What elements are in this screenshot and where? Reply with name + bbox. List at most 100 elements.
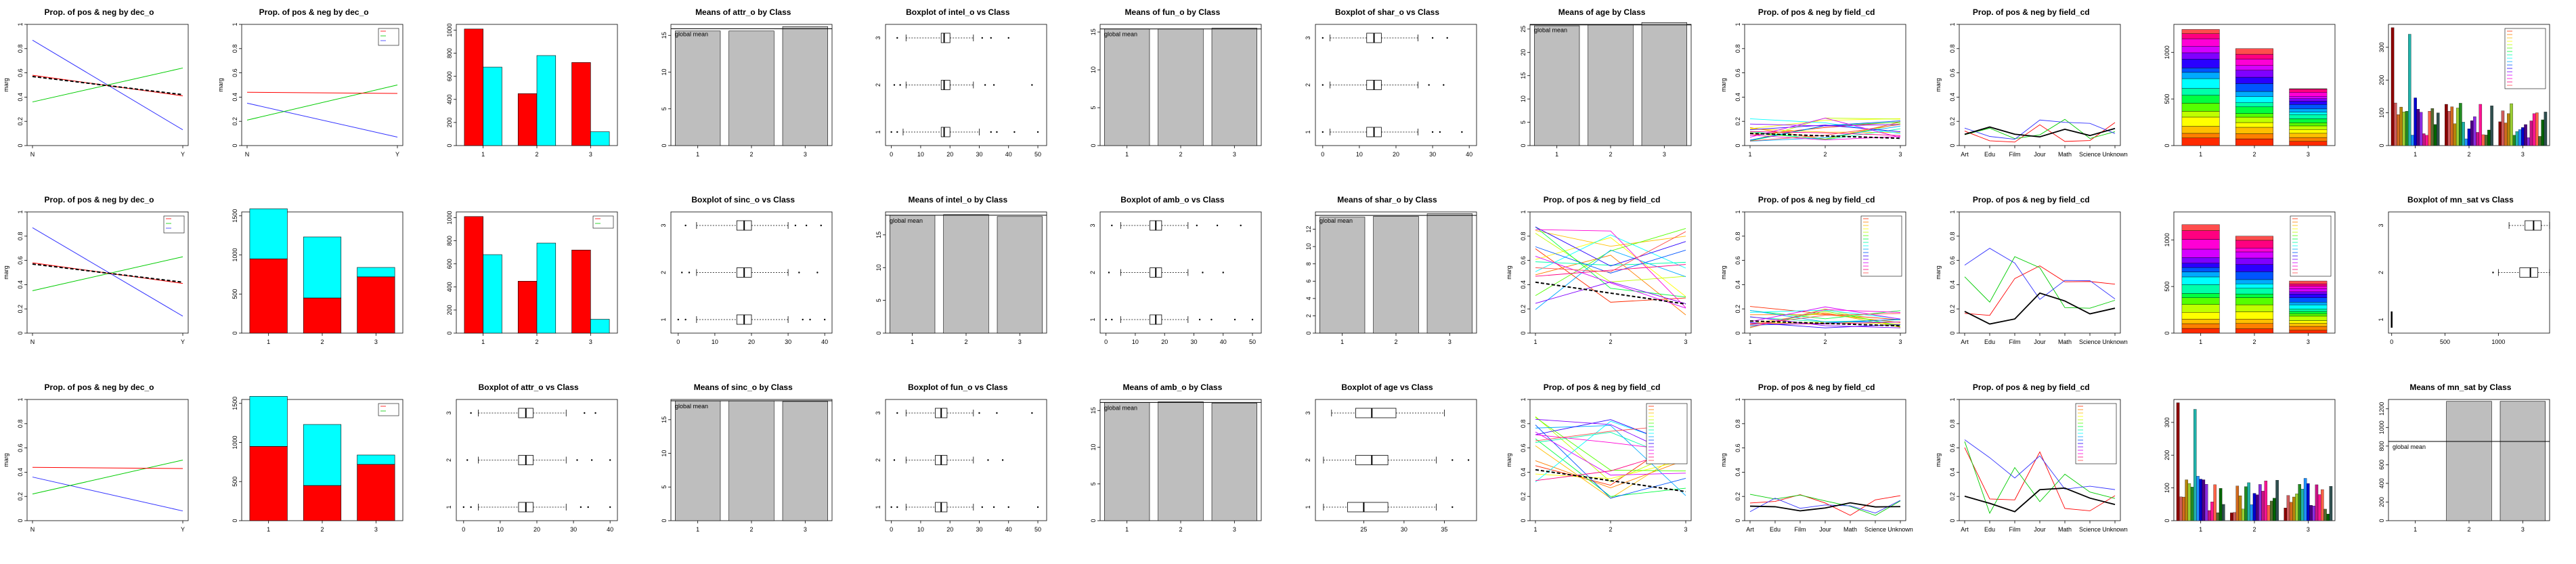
y-tick-label: 0.4 [17, 468, 24, 477]
outlier [576, 459, 578, 461]
y-tick-label: 0 [17, 331, 24, 334]
outlier [806, 224, 808, 227]
plot-frame [1959, 24, 2121, 146]
y-tick-label: 6 [1305, 280, 1312, 283]
series-line [1749, 494, 1900, 516]
series-line [1749, 306, 1900, 320]
y-tick-label: 0.6 [1734, 256, 1741, 265]
bar-segment [2181, 284, 2220, 294]
bar-segment [2289, 294, 2328, 298]
chart-panel: Means of age by Class 0 5 10 15 20 25 global me… [1503, 0, 1701, 188]
chart-title: Prop. of pos & neg by field_cd [1543, 383, 1661, 392]
mean-bar [1319, 217, 1365, 334]
bar-segment [2235, 122, 2273, 128]
chart-panel: 0 500 1000 1500 1 2 3 [215, 188, 413, 375]
bar [2312, 506, 2315, 521]
bar-segment [2235, 323, 2273, 329]
x-tick-label: 20 [947, 526, 954, 533]
x-tick-label: 40 [607, 526, 613, 533]
outlier [1431, 37, 1433, 39]
series-line [32, 467, 183, 469]
mean-bar [997, 216, 1043, 334]
chart-svg: 0 0.2 0.4 0.6 0.8 1 marg N Y [217, 22, 403, 158]
bar-segment [2289, 286, 2328, 289]
chart-panel: Boxplot of mn_sat vs Class 1 2 3 0 500 1000 [2361, 188, 2560, 375]
legend [2504, 28, 2546, 89]
y-tick-label: 1 [17, 210, 24, 213]
bar [2445, 104, 2448, 146]
series-line [1535, 256, 1686, 309]
x-tick-label: 30 [570, 526, 577, 533]
outlier [820, 224, 823, 227]
x-tick-label: 10 [917, 151, 924, 158]
series-line [1535, 231, 1686, 272]
x-tick-label: 1000 [2491, 339, 2505, 345]
bar-segment [2289, 316, 2328, 321]
bar-segment [2235, 138, 2273, 146]
series-line [1749, 125, 1900, 142]
y-tick-label: 600 [446, 71, 453, 81]
mean-bar [1212, 403, 1258, 521]
x-tick-label: N [30, 339, 35, 345]
x-tick-label: Math [2058, 151, 2072, 158]
y-axis-label: marg [3, 265, 9, 280]
bar [2436, 112, 2440, 146]
chart-title: Prop. of pos & neg by field_cd [1758, 195, 1875, 204]
bar [2506, 113, 2510, 146]
outlier [1451, 459, 1453, 461]
x-tick-label: 50 [1034, 526, 1041, 533]
bar-segment [2181, 52, 2220, 60]
global-mean-label: global mean [1319, 217, 1353, 224]
x-tick-label: Film [2009, 151, 2020, 158]
bar [2419, 112, 2423, 146]
chart-panel: Boxplot of fun_o vs Class 1 2 3 0 10 20 30 40 50 [858, 375, 1057, 563]
outlier [978, 412, 981, 414]
y-tick-label: 0.8 [232, 45, 238, 53]
chart-panel: 0 100 200 300 1 2 3 [2147, 375, 2345, 563]
bar [2414, 97, 2417, 146]
bar-segment [2235, 319, 2273, 324]
bar [2255, 494, 2259, 521]
y-tick-label: 0.2 [1949, 305, 1956, 313]
x-tick-label: Science [2079, 526, 2101, 533]
x-tick-label: Art [1746, 526, 1754, 533]
chart-svg: 0 0.2 0.4 0.6 0.8 1 marg 1 2 3 [1506, 397, 1691, 533]
series-line [1749, 118, 1900, 129]
outlier [1427, 84, 1430, 86]
bar [2286, 495, 2290, 521]
y-tick-label: 0 [1520, 144, 1527, 147]
bar-segment [2289, 137, 2328, 142]
outlier [890, 131, 893, 133]
series-line [1749, 309, 1900, 320]
y-tick-label: 0.6 [1949, 443, 1956, 452]
bar [2481, 134, 2485, 146]
y-tick-label: 3 [660, 223, 667, 227]
chart-panel: 0 100 200 300 1 2 3 [2361, 0, 2560, 188]
x-tick-label: 1 [2199, 526, 2202, 533]
y-tick-label: 2 [1305, 458, 1311, 462]
mean-bar [675, 400, 721, 521]
chart-title: Prop. of pos & neg by dec_o [259, 7, 369, 17]
y-tick-label: 0.8 [17, 420, 24, 429]
bar-segment [2181, 312, 2220, 320]
x-tick-label: 30 [1400, 526, 1407, 533]
series-line [1535, 234, 1686, 272]
bar-segment [2289, 313, 2328, 317]
y-tick-label: 0.6 [232, 68, 238, 77]
bar [2204, 484, 2208, 521]
x-tick-label: 10 [917, 526, 924, 533]
x-tick-label: 1 [1748, 151, 1751, 158]
bar [2520, 127, 2525, 146]
x-tick-label: 40 [1005, 151, 1012, 158]
bar-segment [2235, 127, 2273, 134]
y-tick-label: 0 [17, 519, 24, 522]
y-tick-label: 1 [1949, 210, 1956, 213]
y-tick-label: 0 [2378, 519, 2385, 522]
chart-svg: 0 500 1000 1 2 3 [2164, 211, 2336, 345]
x-tick-label: 30 [785, 339, 791, 345]
y-tick-label: 5 [1090, 482, 1097, 485]
bar [2490, 106, 2493, 146]
bar-segment [2181, 126, 2220, 134]
y-tick-label: 1500 [232, 209, 238, 223]
